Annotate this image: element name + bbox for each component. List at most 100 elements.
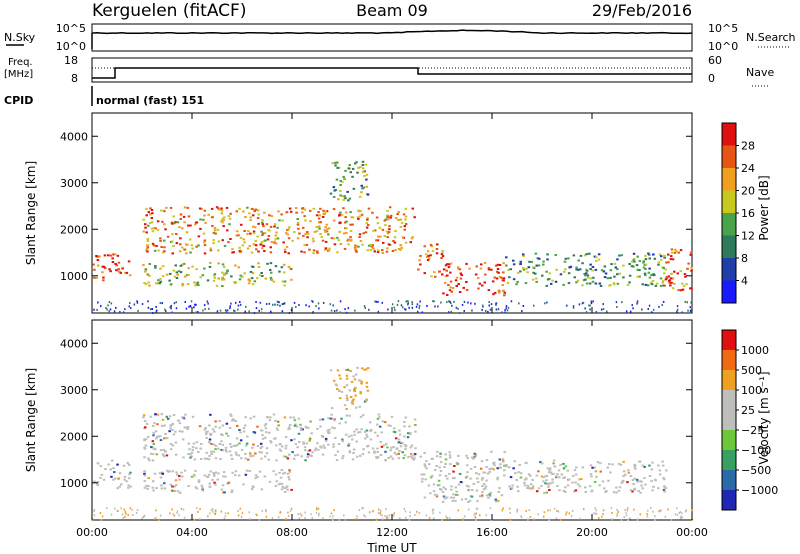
data-cell: [652, 510, 654, 513]
data-cell: [110, 302, 113, 305]
data-cell: [345, 377, 349, 380]
data-cell: [267, 431, 271, 434]
data-cell: [247, 458, 250, 461]
data-cell: [557, 510, 560, 513]
data-cell: [389, 214, 393, 217]
data-cell: [362, 507, 364, 510]
data-cell: [353, 388, 356, 390]
data-cell: [496, 268, 500, 270]
data-cell: [249, 216, 252, 219]
data-cell: [188, 448, 191, 451]
data-cell: [117, 510, 119, 512]
colorbar-swatch: [722, 350, 736, 370]
data-cell: [234, 310, 236, 312]
data-cell: [234, 474, 237, 477]
data-cell: [207, 458, 211, 461]
colorbar-swatch: [722, 190, 736, 213]
data-cell: [402, 457, 405, 460]
data-cell: [546, 467, 550, 470]
data-cell: [204, 308, 206, 311]
data-cell: [178, 478, 181, 481]
data-cell: [376, 239, 380, 242]
data-cell: [347, 435, 351, 438]
data-cell: [628, 281, 631, 284]
data-cell: [270, 441, 273, 444]
data-cell: [269, 276, 273, 279]
data-cell: [663, 490, 666, 493]
data-cell: [258, 519, 261, 521]
nsky-label: N.Sky: [4, 31, 36, 44]
data-cell: [584, 274, 587, 277]
data-cell: [128, 305, 130, 308]
data-cell: [418, 259, 421, 262]
data-cell: [252, 225, 255, 228]
data-cell: [457, 283, 460, 285]
data-cell: [527, 518, 529, 521]
data-cell: [392, 240, 395, 242]
data-cell: [556, 473, 559, 476]
data-cell: [143, 514, 146, 517]
data-cell: [149, 207, 152, 210]
data-cell: [221, 276, 225, 279]
data-cell: [387, 308, 389, 311]
data-cell: [631, 304, 633, 307]
data-cell: [209, 249, 213, 252]
data-cell: [684, 300, 687, 303]
data-cell: [616, 273, 619, 276]
data-cell: [196, 282, 199, 285]
data-cell: [643, 477, 646, 480]
data-cell: [602, 303, 604, 306]
data-cell: [553, 465, 557, 468]
data-cell: [368, 308, 370, 311]
data-cell: [372, 229, 375, 232]
data-cell: [152, 489, 155, 492]
data-cell: [627, 469, 630, 472]
data-cell: [337, 198, 340, 201]
data-cell: [195, 441, 199, 444]
data-cell: [362, 448, 365, 451]
data-cell: [364, 368, 368, 371]
data-cell: [661, 304, 663, 306]
data-cell: [263, 475, 267, 478]
data-cell: [171, 508, 173, 511]
data-cell: [197, 311, 199, 313]
data-cell: [480, 494, 484, 497]
data-cell: [246, 206, 249, 209]
data-cell: [280, 213, 283, 216]
data-cell: [312, 249, 316, 252]
data-cell: [650, 283, 654, 286]
data-cell: [625, 514, 628, 517]
data-cell: [673, 282, 676, 285]
data-cell: [471, 309, 473, 312]
data-cell: [211, 225, 214, 227]
data-cell: [208, 485, 212, 488]
data-cell: [657, 464, 660, 467]
data-cell: [357, 166, 360, 169]
data-cell: [605, 490, 608, 493]
data-cell: [548, 468, 551, 471]
data-cell: [147, 224, 150, 227]
data-cell: [537, 487, 541, 490]
data-cell: [658, 305, 660, 308]
data-cell: [357, 431, 360, 434]
data-cell: [171, 485, 174, 488]
data-cell: [599, 470, 602, 473]
data-cell: [269, 251, 273, 254]
data-cell: [197, 451, 200, 453]
data-cell: [648, 304, 651, 307]
data-cell: [252, 214, 255, 217]
data-cell: [324, 437, 328, 440]
data-cell: [333, 379, 336, 382]
data-cell: [640, 484, 643, 487]
data-cell: [303, 446, 307, 449]
data-cell: [394, 248, 397, 251]
data-cell: [682, 284, 686, 287]
data-cell: [144, 283, 148, 285]
data-cell: [261, 221, 264, 224]
data-cell: [105, 307, 107, 309]
data-cell: [594, 282, 598, 285]
data-cell: [261, 234, 264, 236]
data-cell: [185, 231, 189, 234]
data-cell: [259, 243, 262, 246]
data-cell: [377, 235, 380, 238]
